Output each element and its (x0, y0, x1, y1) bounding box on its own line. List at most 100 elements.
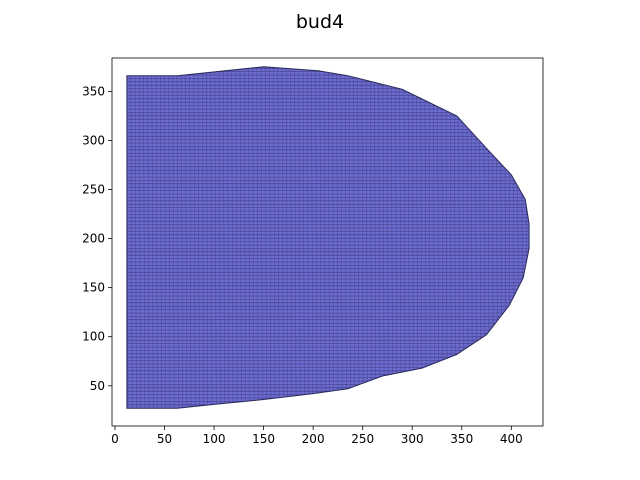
mesh-col-line (206, 66, 209, 409)
mesh-col-line (185, 66, 188, 409)
mesh-col-line (555, 58, 557, 426)
mesh-col-line (252, 66, 255, 409)
mesh-col-line (407, 66, 410, 409)
y-tick-label: 250 (82, 182, 105, 196)
mesh-col-line (151, 66, 154, 409)
mesh-col-line (568, 58, 570, 426)
mesh-col-line (365, 66, 368, 409)
mesh-col-line (563, 58, 565, 426)
mesh-col-line (76, 58, 78, 426)
mesh-col-line (340, 66, 343, 409)
mesh-col-line (332, 66, 335, 409)
mesh-col-line (155, 66, 158, 409)
mesh-col-line (319, 66, 322, 409)
mesh-col-line (130, 66, 133, 409)
y-tick-label: 150 (82, 281, 105, 295)
mesh-col-line (172, 66, 175, 409)
mesh-col-line (344, 66, 347, 409)
mesh-col-line (239, 66, 242, 409)
mesh-col-line (348, 66, 351, 409)
mesh-col-line (164, 66, 167, 409)
mesh-col-line (256, 66, 259, 409)
mesh-col-line (260, 66, 263, 409)
mesh-col-line (559, 58, 561, 426)
mesh-col-line (390, 66, 393, 409)
mesh-col-line (357, 66, 360, 409)
mesh-col-line (416, 66, 419, 409)
mesh-col-line (547, 58, 549, 426)
mesh-col-line (277, 66, 280, 409)
mesh-col-line (395, 66, 398, 409)
mesh-col-line (273, 66, 276, 409)
mesh-col-line (197, 66, 200, 409)
mesh-col-line (327, 66, 330, 409)
mesh-col-line (235, 66, 238, 409)
mesh-col-line (72, 58, 74, 426)
mesh-col-line (122, 58, 124, 426)
mesh-col-line (311, 66, 314, 409)
y-tick-label: 350 (82, 84, 105, 98)
mesh-col-line (534, 58, 536, 426)
mesh-col-line (147, 66, 150, 409)
mesh-col-line (361, 66, 364, 409)
mesh-col-line (159, 66, 162, 409)
axes: 0 50 100 150 200 250 300 350 400 50 100 150 200 250 30… (82, 57, 544, 446)
mesh-col-line (399, 66, 402, 409)
mesh-col-line (306, 66, 309, 409)
mesh-col-line (193, 66, 196, 409)
mesh-col-line (298, 66, 301, 409)
mesh-col-line (264, 66, 267, 409)
mesh-col-line (248, 66, 251, 409)
mesh-col-line (336, 66, 339, 409)
mesh-col-line (285, 66, 288, 409)
mesh-col-line (134, 66, 137, 409)
y-tick-label: 200 (82, 232, 105, 246)
mesh-col-line (231, 66, 234, 409)
mesh-col-line (243, 66, 246, 409)
mesh-col-line (114, 58, 116, 426)
chart-title: bud4 (296, 11, 344, 33)
mesh-col-line (294, 66, 297, 409)
mesh-col-line (323, 66, 326, 409)
x-tick-label: 350 (450, 432, 473, 446)
mesh-col-line (572, 58, 574, 426)
x-tick-label: 250 (351, 432, 374, 446)
y-tick-label: 50 (90, 379, 105, 393)
mesh-col-line (374, 66, 377, 409)
mesh-col-line (218, 66, 221, 409)
mesh-col-line (403, 66, 406, 409)
mesh-col-line (576, 58, 578, 426)
mesh-col-line (315, 66, 318, 409)
x-tick-label: 200 (302, 432, 325, 446)
mesh-col-line (353, 66, 356, 409)
mesh-col-line (106, 58, 108, 426)
mesh-col-line (378, 66, 381, 409)
mesh-col-line (118, 58, 120, 426)
mesh-col-line (227, 66, 230, 409)
y-tick-label: 100 (82, 330, 105, 344)
x-tick-label: 150 (252, 432, 275, 446)
x-tick-label: 100 (203, 432, 226, 446)
mesh-col-line (110, 58, 112, 426)
x-tick-label: 0 (111, 432, 119, 446)
mesh-col-line (138, 66, 141, 409)
mesh-col-line (189, 66, 192, 409)
mesh-region (126, 66, 530, 409)
mesh-col-line (530, 58, 532, 426)
mesh-col-line (180, 66, 183, 409)
mesh-col-line (302, 66, 305, 409)
mesh-col-line (168, 66, 171, 409)
x-tick-label: 400 (500, 432, 523, 446)
mesh-col-line (176, 66, 179, 409)
mesh-col-line (281, 66, 284, 409)
mesh-col-line (222, 66, 225, 409)
plot-area (72, 58, 578, 426)
mesh-col-line (290, 66, 293, 409)
mesh-col-line (551, 58, 553, 426)
y-tick-label: 300 (82, 133, 105, 147)
mesh-col-line (214, 66, 217, 409)
mesh-col-line (382, 66, 385, 409)
x-tick-label: 300 (401, 432, 424, 446)
